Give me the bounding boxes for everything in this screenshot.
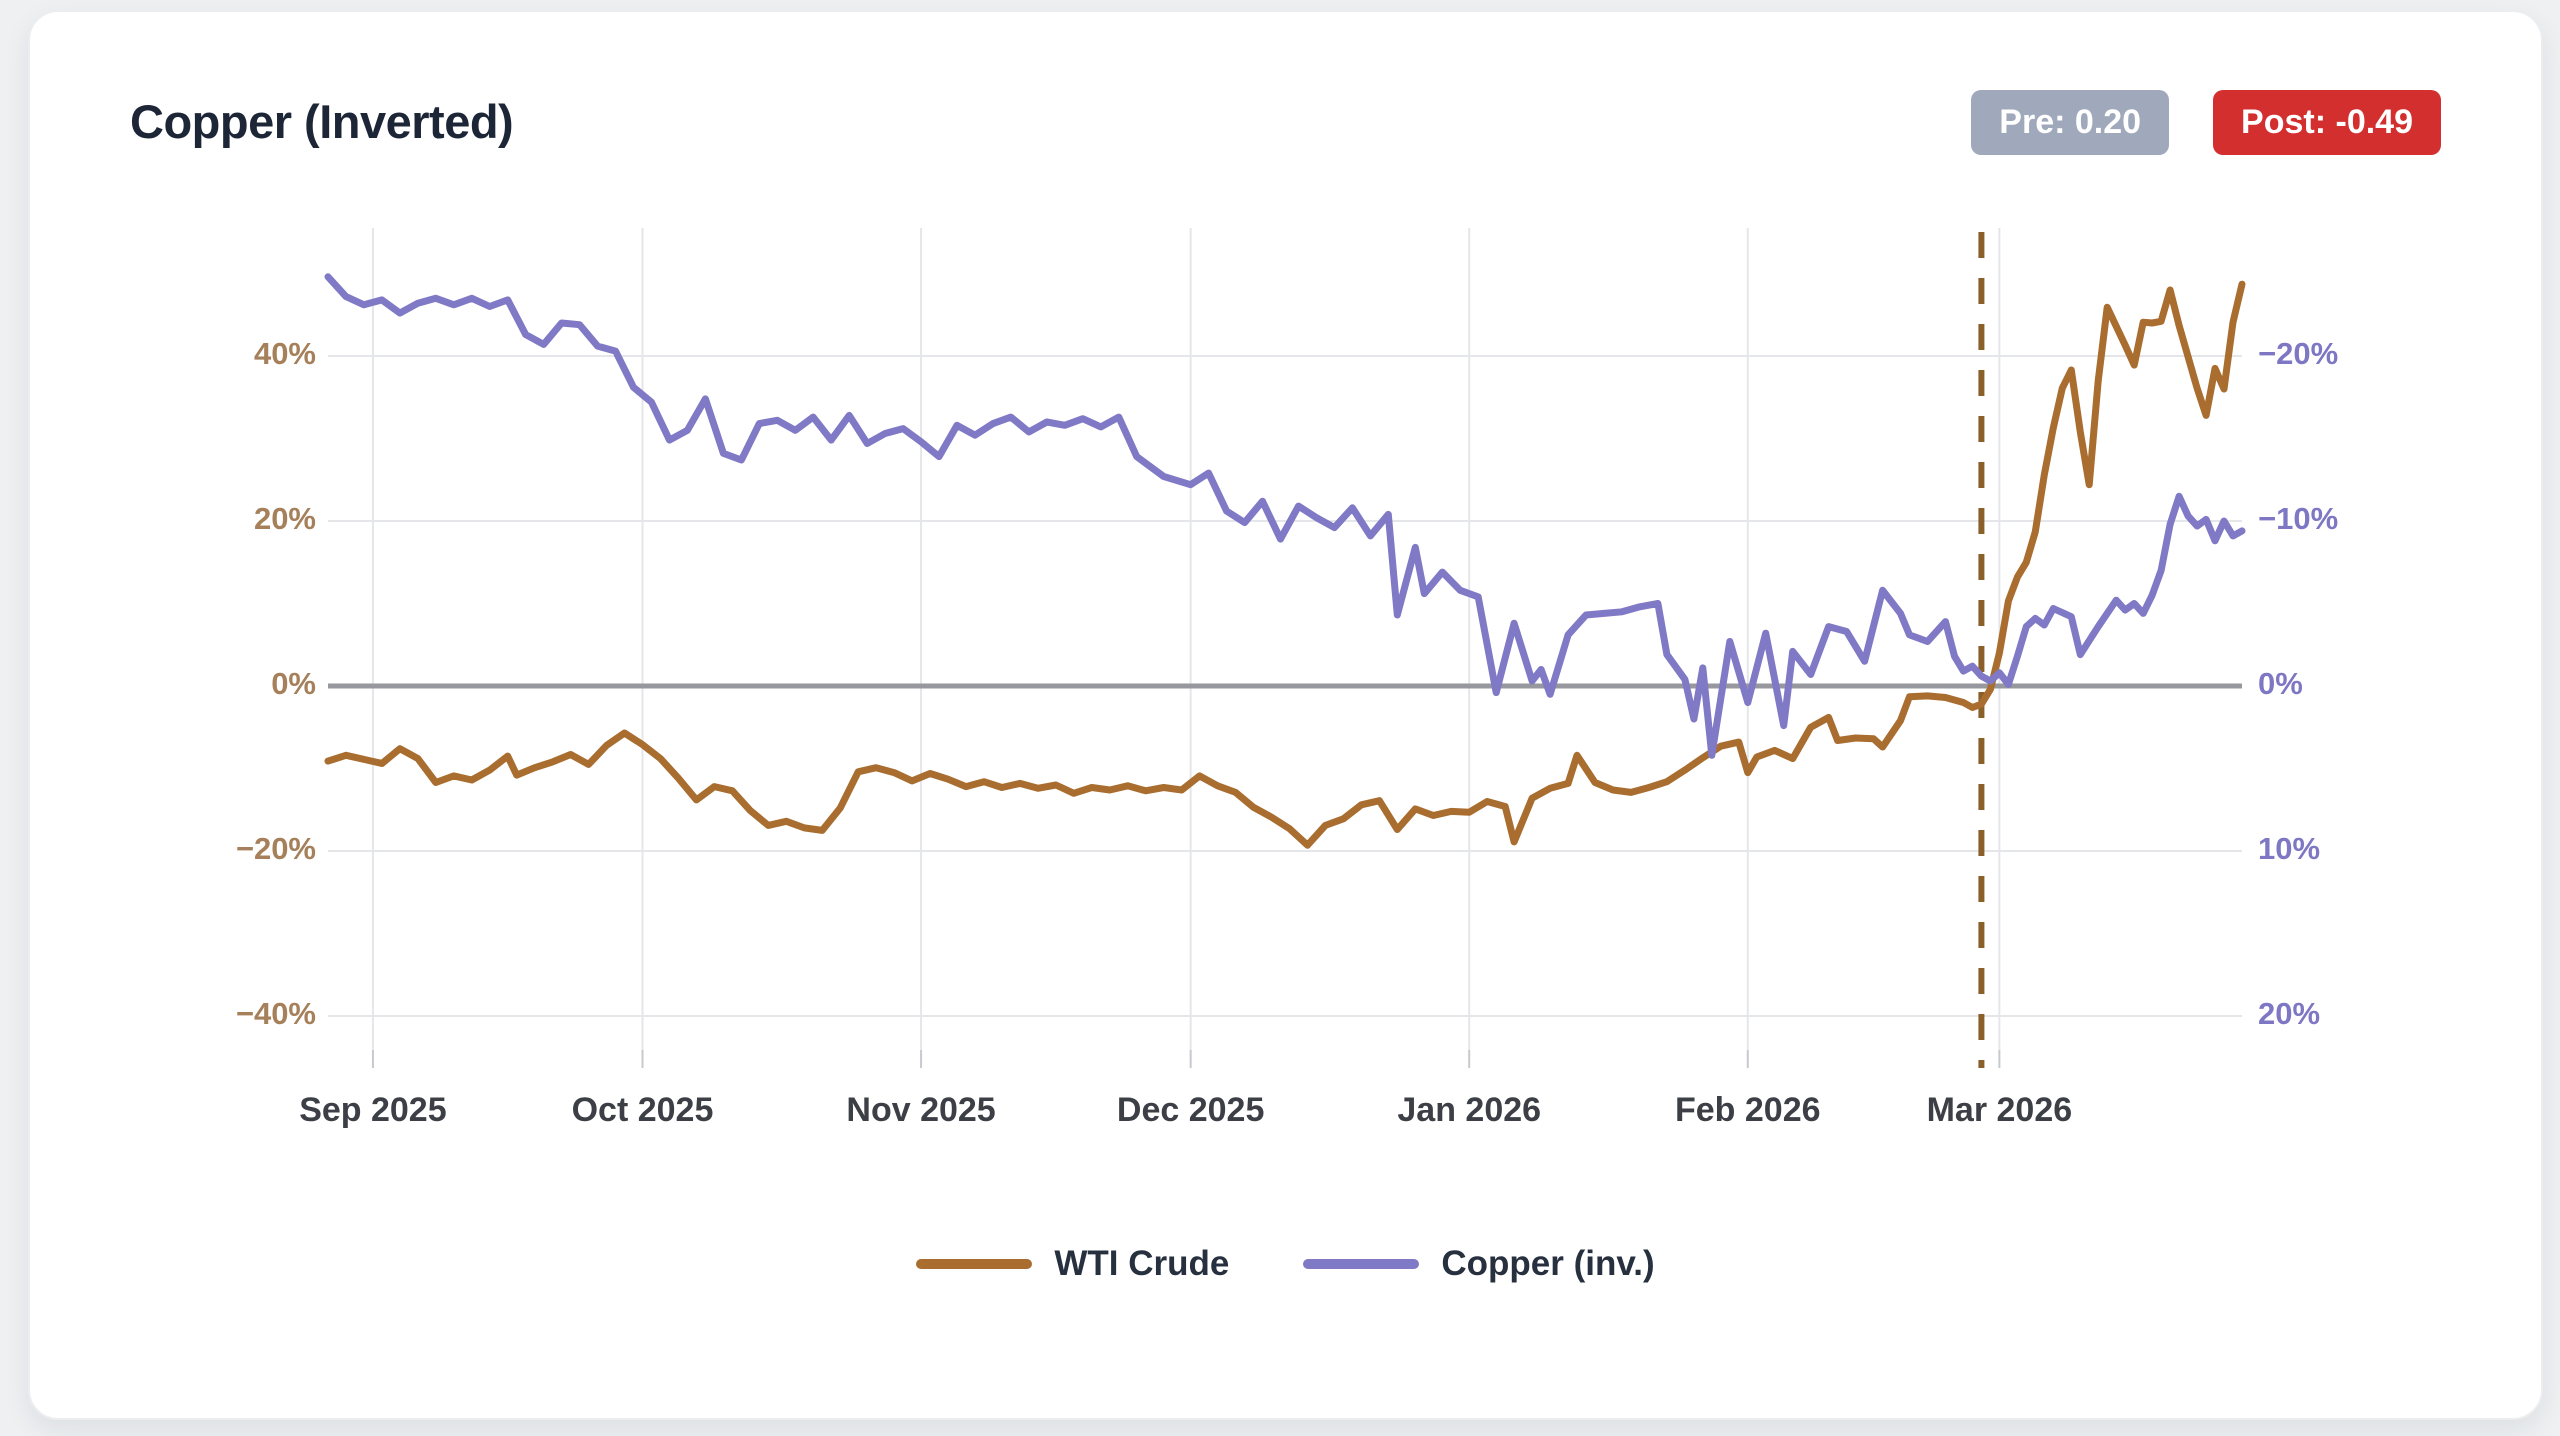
pre-correlation-badge: Pre: 0.20 (1971, 90, 2170, 155)
correlation-badges: Pre: 0.20 Post: -0.49 (1971, 90, 2441, 155)
copper-legend-label: Copper (inv.) (1441, 1244, 1655, 1283)
x-axis-label: Sep 2025 (299, 1091, 446, 1129)
right-axis-label: 0% (2258, 666, 2303, 701)
left-axis-label: 20% (254, 501, 316, 536)
x-axis-label: Oct 2025 (572, 1091, 714, 1129)
chart-legend: WTI Crude Copper (inv.) (30, 1244, 2541, 1284)
right-axis-label: 10% (2258, 831, 2320, 866)
right-axis-label: −10% (2258, 501, 2338, 536)
legend-item-copper[interactable]: Copper (inv.) (1303, 1244, 1655, 1284)
wti-crude-line (324, 280, 2246, 849)
right-axis-label: 20% (2258, 996, 2320, 1031)
left-axis-label: 40% (254, 336, 316, 371)
x-axis-label: Dec 2025 (1117, 1091, 1264, 1129)
x-axis-label: Mar 2026 (1927, 1091, 2073, 1129)
legend-item-wti[interactable]: WTI Crude (916, 1244, 1229, 1284)
x-axis-label: Nov 2025 (846, 1091, 995, 1129)
left-axis-label: 0% (271, 666, 316, 701)
wti-legend-label: WTI Crude (1054, 1244, 1230, 1283)
page-title: Copper (Inverted) (130, 95, 514, 148)
copper-legend-swatch (1303, 1259, 1420, 1269)
x-axis-label: Feb 2026 (1675, 1091, 1821, 1129)
left-axis-label: −40% (236, 996, 316, 1031)
wti-legend-swatch (916, 1259, 1033, 1269)
post-correlation-badge: Post: -0.49 (2213, 90, 2441, 155)
copper-inverted-line (324, 273, 2246, 759)
x-axis-label: Jan 2026 (1397, 1091, 1541, 1129)
chart-card: Copper (Inverted) Pre: 0.20 Post: -0.49 … (28, 10, 2543, 1420)
left-axis-label: −20% (236, 831, 316, 866)
right-axis-label: −20% (2258, 336, 2338, 371)
